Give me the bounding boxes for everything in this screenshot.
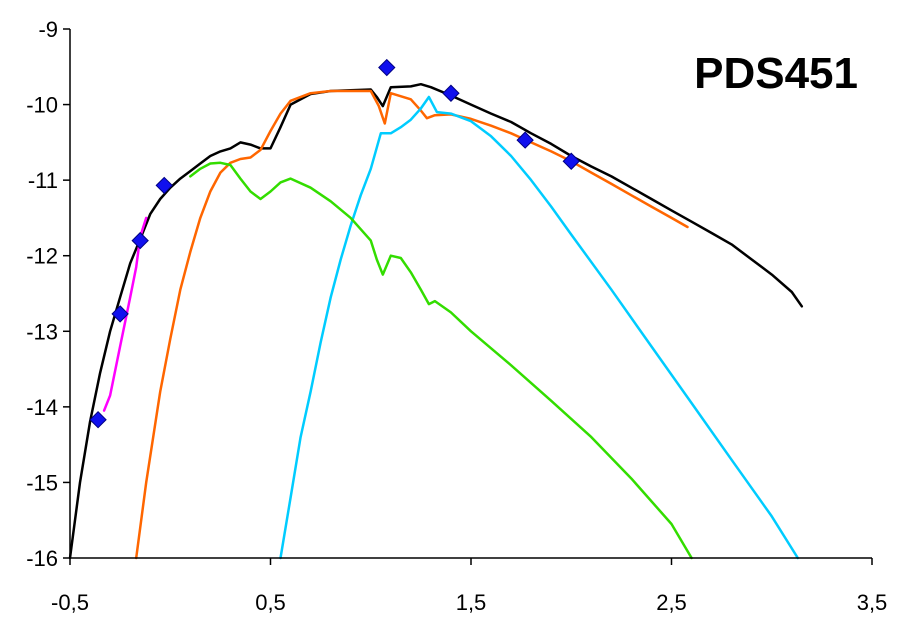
x-tick-label: 0,5 (255, 590, 286, 615)
data-point-5 (442, 84, 460, 102)
x-tick-label: 3,5 (857, 590, 888, 615)
data-point-2 (131, 231, 149, 250)
series-line-2 (279, 95, 800, 560)
series-line-1 (134, 89, 689, 560)
y-tick-label: -14 (26, 395, 58, 420)
y-tick-label: -15 (26, 470, 58, 495)
data-point-4 (378, 58, 396, 77)
data-point-3 (155, 176, 173, 195)
series-line-3 (189, 161, 693, 560)
data-point-0 (89, 410, 107, 429)
y-tick-label: -12 (26, 244, 58, 269)
x-tick-label: 2,5 (656, 590, 687, 615)
y-tick-label: -9 (38, 17, 58, 42)
y-tick-label: -16 (26, 546, 58, 571)
data-point-6 (516, 131, 534, 149)
data-point-1 (111, 305, 129, 323)
series-line-0 (68, 82, 804, 560)
chart-title: PDS451 (694, 49, 858, 98)
x-tick-label: -0,5 (51, 590, 89, 615)
x-tick-label: 1,5 (456, 590, 487, 615)
y-tick-label: -13 (26, 319, 58, 344)
y-tick-label: -11 (28, 168, 58, 193)
y-tick-label: -10 (26, 93, 58, 118)
data-point-7 (562, 152, 580, 170)
